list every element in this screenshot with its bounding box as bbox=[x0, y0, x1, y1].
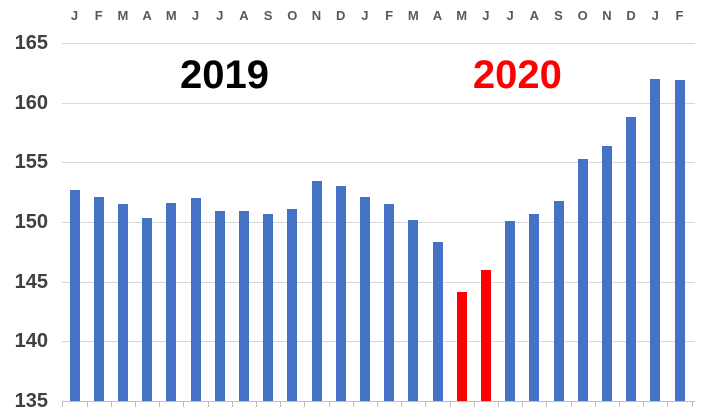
month-label: S bbox=[554, 8, 563, 23]
year-label-2019: 2019 bbox=[180, 53, 270, 97]
month-label: J bbox=[482, 8, 490, 23]
y-tick-label: 150 bbox=[14, 211, 48, 233]
bar bbox=[480, 269, 491, 401]
x-axis-line bbox=[62, 401, 695, 402]
x-axis-tick bbox=[473, 402, 475, 407]
gridline bbox=[62, 222, 695, 223]
month-label: D bbox=[626, 8, 636, 23]
bar bbox=[577, 158, 588, 401]
bar bbox=[601, 145, 612, 401]
bar bbox=[263, 213, 274, 401]
bar bbox=[674, 79, 685, 401]
year-label-2020: 2020 bbox=[472, 53, 562, 97]
month-label: N bbox=[311, 8, 322, 23]
month-label: M bbox=[165, 8, 177, 23]
month-label: O bbox=[287, 8, 298, 23]
month-label: F bbox=[675, 8, 684, 23]
x-axis-tick bbox=[425, 402, 427, 407]
month-label: J bbox=[651, 8, 659, 23]
month-label: A bbox=[529, 8, 539, 23]
month-label: F bbox=[94, 8, 103, 23]
x-axis-tick bbox=[159, 402, 161, 407]
bar bbox=[190, 198, 201, 401]
month-label: A bbox=[239, 8, 249, 23]
gridline bbox=[62, 43, 695, 44]
bar bbox=[432, 242, 443, 401]
x-axis-tick bbox=[619, 402, 620, 407]
x-axis-tick bbox=[498, 402, 499, 407]
x-axis-tick bbox=[135, 402, 136, 407]
x-axis-tick bbox=[352, 402, 354, 407]
bar bbox=[626, 116, 637, 401]
month-label: O bbox=[577, 8, 588, 23]
x-axis-tick bbox=[110, 402, 112, 407]
gridline bbox=[62, 281, 695, 283]
bar bbox=[142, 218, 153, 401]
month-label: A bbox=[142, 8, 152, 23]
bar bbox=[408, 219, 419, 401]
y-tick-label: 155 bbox=[14, 151, 48, 174]
bar bbox=[650, 78, 661, 401]
month-label: M bbox=[456, 8, 468, 23]
bar bbox=[238, 211, 249, 401]
x-axis-tick bbox=[328, 402, 330, 407]
x-axis-tick bbox=[449, 402, 451, 407]
month-label: M bbox=[407, 8, 419, 23]
bar bbox=[505, 220, 516, 401]
bar bbox=[553, 200, 564, 401]
bar bbox=[117, 204, 128, 401]
bar bbox=[335, 186, 346, 401]
bar bbox=[529, 213, 540, 401]
y-tick-label: 165 bbox=[14, 32, 48, 54]
x-axis-tick bbox=[231, 402, 233, 407]
month-label: J bbox=[506, 8, 514, 23]
x-axis-tick bbox=[643, 402, 645, 407]
month-label: J bbox=[70, 8, 79, 23]
gridline bbox=[62, 102, 695, 104]
bar bbox=[456, 292, 467, 401]
x-axis-tick bbox=[207, 402, 209, 407]
x-axis-tick bbox=[570, 402, 572, 407]
bar bbox=[166, 202, 177, 401]
month-label: S bbox=[263, 8, 273, 23]
month-label: J bbox=[361, 8, 369, 23]
x-axis-tick bbox=[401, 402, 403, 407]
y-tick-label: 135 bbox=[14, 390, 48, 412]
bar bbox=[311, 181, 322, 401]
bar bbox=[359, 196, 370, 401]
bar bbox=[69, 189, 80, 401]
bar bbox=[384, 204, 395, 401]
x-axis-tick bbox=[667, 402, 669, 407]
x-axis-tick bbox=[256, 402, 257, 407]
month-label: A bbox=[432, 8, 443, 23]
x-axis-tick bbox=[377, 402, 378, 407]
month-label: M bbox=[117, 8, 129, 23]
x-axis-tick bbox=[183, 402, 185, 407]
x-axis-tick bbox=[86, 402, 88, 407]
gridline bbox=[62, 341, 695, 343]
bar bbox=[287, 208, 298, 401]
x-axis-tick bbox=[522, 402, 524, 407]
x-axis-tick bbox=[546, 402, 548, 407]
bar bbox=[93, 196, 104, 401]
y-tick-label: 160 bbox=[14, 91, 48, 114]
month-label: J bbox=[191, 8, 200, 23]
y-tick-label: 145 bbox=[14, 270, 48, 293]
x-axis-tick bbox=[62, 402, 64, 407]
y-tick-label: 140 bbox=[14, 330, 48, 353]
month-label: J bbox=[216, 8, 224, 23]
month-label: F bbox=[385, 8, 394, 23]
month-label: N bbox=[602, 8, 612, 23]
x-axis-tick bbox=[280, 402, 282, 407]
x-axis-tick bbox=[691, 402, 693, 407]
bar bbox=[214, 211, 225, 401]
month-label: D bbox=[335, 8, 346, 23]
x-axis-tick bbox=[304, 402, 306, 407]
gridline bbox=[62, 162, 695, 164]
x-axis-tick bbox=[594, 402, 596, 407]
